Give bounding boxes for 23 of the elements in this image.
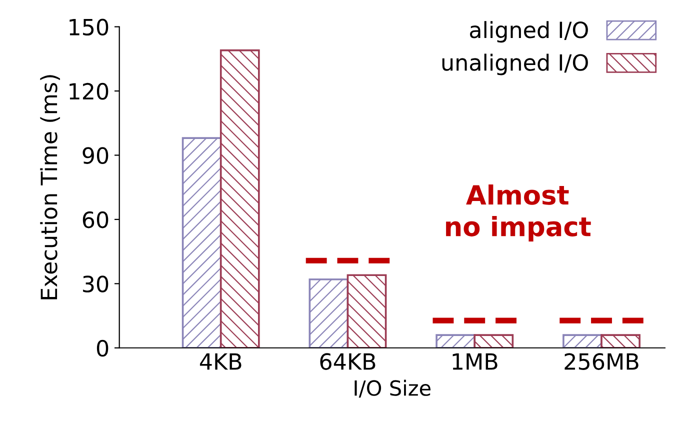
bar (182, 137, 222, 348)
bar (436, 334, 476, 348)
annotation: Almost no impact (446, 184, 591, 242)
y-tick-label: 30 (83, 276, 108, 292)
y-tick-label: 0 (96, 340, 108, 357)
bar (474, 334, 514, 348)
y-tick-label: 90 (82, 147, 108, 164)
x-tick-label: 256MB (564, 353, 638, 370)
bar (308, 278, 349, 348)
y-tick-label: 150 (70, 18, 108, 36)
bar (346, 274, 387, 348)
bar (220, 49, 260, 348)
legend-label: aligned I/O (470, 21, 588, 43)
y-tick-label: 120 (70, 82, 108, 100)
legend-label: unaligned I/O (442, 54, 588, 76)
bar (600, 334, 640, 348)
x-tick-label: 4KB (200, 353, 242, 370)
x-tick-label: 1MB (452, 353, 498, 370)
y-axis-title: Execution Time (ms) (40, 75, 60, 300)
x-tick-label: 64KB (320, 353, 376, 370)
x-axis-title: I/O Size (354, 380, 431, 398)
y-tick-label: 60 (82, 211, 108, 228)
bar (562, 334, 602, 348)
